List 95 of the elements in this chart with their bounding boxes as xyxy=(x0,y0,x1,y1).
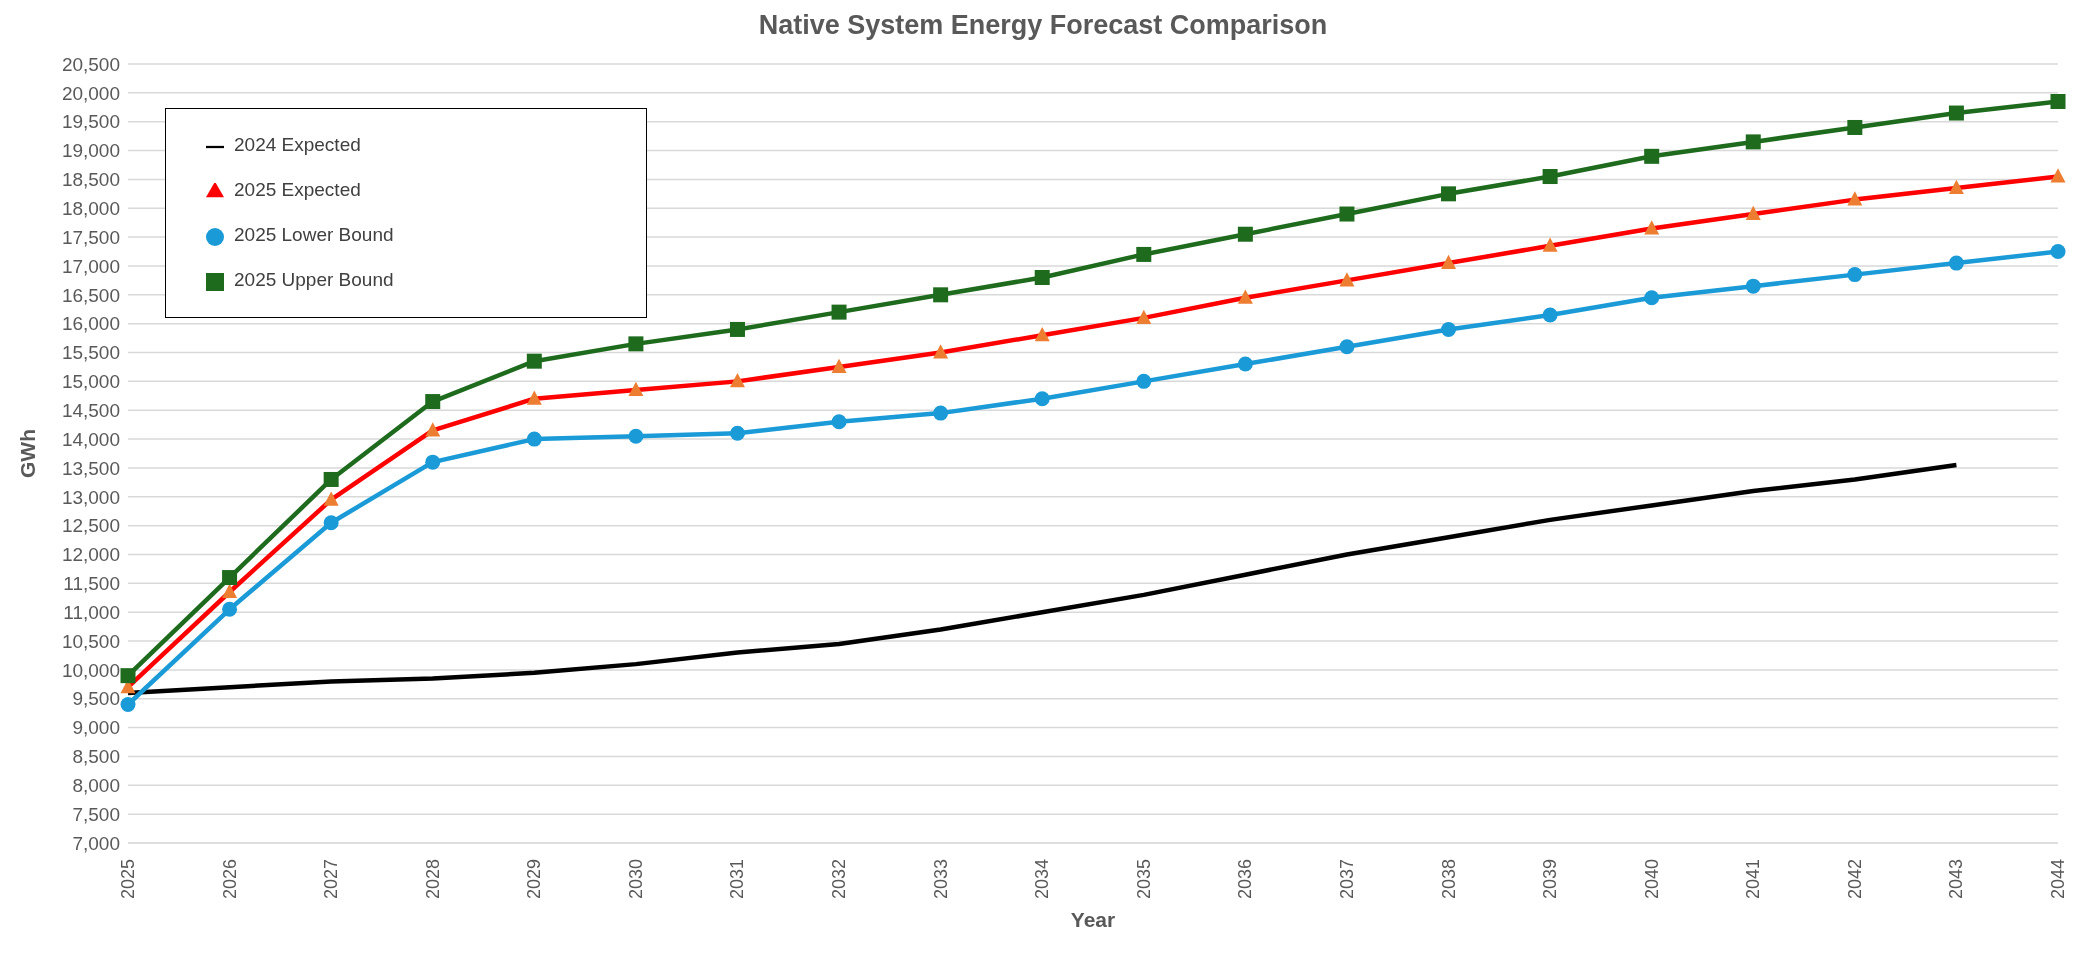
y-tick-label: 17,500 xyxy=(61,226,120,248)
x-tick-label: 2027 xyxy=(321,859,342,900)
y-tick-label: 10,500 xyxy=(61,630,120,652)
x-tick-label: 2032 xyxy=(829,859,850,900)
x-tick-label: 2039 xyxy=(1540,859,1561,900)
y-tick-label: 13,000 xyxy=(61,486,120,508)
point xyxy=(120,697,136,713)
point xyxy=(1542,169,1558,185)
x-tick-label: 2042 xyxy=(1844,859,1865,900)
y-tick-label: 9,000 xyxy=(72,717,120,739)
y-tick-label: 7,500 xyxy=(72,803,120,825)
point xyxy=(1745,278,1761,294)
point xyxy=(1441,186,1457,202)
y-tick-label: 14,500 xyxy=(61,399,120,421)
point xyxy=(1136,373,1152,389)
x-tick-label: 2038 xyxy=(1438,859,1459,900)
y-tick-label: 8,000 xyxy=(72,775,120,797)
y-tick-label: 17,000 xyxy=(61,255,120,277)
point xyxy=(526,431,542,447)
point xyxy=(1237,356,1253,372)
point xyxy=(1136,246,1152,262)
point xyxy=(628,428,644,444)
legend-label: 2024 Expected xyxy=(234,134,361,155)
x-tick-label: 2035 xyxy=(1133,859,1154,900)
y-tick-label: 18,000 xyxy=(61,198,120,219)
y-axis-title: GWh xyxy=(16,429,40,478)
y-tick-label: 11,000 xyxy=(63,601,120,623)
point xyxy=(729,425,745,441)
point xyxy=(1948,255,1964,271)
x-tick-label: 2033 xyxy=(930,859,951,900)
x-tick-label: 2036 xyxy=(1235,859,1256,900)
y-tick-label: 12,000 xyxy=(61,544,120,566)
point xyxy=(526,353,542,369)
x-tick-label: 2044 xyxy=(2048,859,2068,900)
point xyxy=(323,515,339,531)
x-tick-label: 2037 xyxy=(1336,859,1357,900)
y-tick-label: 18,500 xyxy=(61,169,120,191)
y-tick-label: 10,000 xyxy=(61,659,120,681)
y-tick-label: 14,000 xyxy=(61,428,120,450)
point xyxy=(1644,290,1660,306)
x-tick-label: 2040 xyxy=(1641,859,1662,900)
y-tick-label: 11,500 xyxy=(63,573,120,595)
x-tick-label: 2043 xyxy=(1946,859,1967,900)
point xyxy=(1237,226,1253,242)
y-tick-label: 13,500 xyxy=(61,457,120,479)
y-tick-label: 19,500 xyxy=(61,111,120,133)
point xyxy=(1847,119,1863,135)
x-tick-label: 2029 xyxy=(524,859,545,900)
y-tick-label: 15,000 xyxy=(61,371,120,393)
point xyxy=(425,454,441,470)
legend-label: 2025 Expected xyxy=(234,179,361,200)
y-tick-label: 8,500 xyxy=(72,746,120,768)
point xyxy=(1745,134,1761,150)
y-tick-label: 7,000 xyxy=(72,832,120,854)
y-tick-label: 16,000 xyxy=(61,313,120,335)
point xyxy=(831,414,847,430)
legend-label: 2025 Upper Bound xyxy=(234,269,394,290)
point xyxy=(1034,270,1050,285)
x-tick-label: 2030 xyxy=(625,859,646,900)
x-tick-label: 2034 xyxy=(1032,859,1053,900)
y-tick-label: 19,000 xyxy=(61,140,120,162)
point xyxy=(1339,206,1355,222)
x-tick-label: 2026 xyxy=(219,859,240,900)
point xyxy=(1644,148,1660,164)
y-tick-label: 16,500 xyxy=(61,284,120,306)
point xyxy=(1948,105,1964,121)
point xyxy=(1034,391,1050,407)
point xyxy=(2050,244,2066,260)
x-axis-title: Year xyxy=(1070,908,1116,931)
point xyxy=(628,336,644,352)
point xyxy=(120,668,136,684)
point xyxy=(2050,94,2066,110)
point xyxy=(1441,321,1457,337)
y-tick-label: 12,500 xyxy=(61,515,120,537)
point xyxy=(831,304,847,320)
y-tick-label: 9,500 xyxy=(72,688,120,710)
point xyxy=(1542,307,1558,323)
x-tick-label: 2031 xyxy=(727,859,748,900)
chart-title: Native System Energy Forecast Comparison xyxy=(757,10,1329,41)
y-tick-label: 20,000 xyxy=(61,82,120,104)
point xyxy=(1339,339,1355,355)
point xyxy=(933,287,949,303)
x-tick-label: 2041 xyxy=(1743,859,1764,900)
point xyxy=(323,471,339,487)
point xyxy=(933,405,949,421)
x-tick-label: 2028 xyxy=(422,859,443,900)
y-tick-label: 20,500 xyxy=(61,53,120,75)
point xyxy=(1847,267,1863,283)
point xyxy=(729,321,745,337)
point xyxy=(222,570,238,586)
y-tick-label: 15,500 xyxy=(61,342,120,364)
x-tick-label: 2025 xyxy=(118,859,138,900)
point xyxy=(222,601,238,617)
legend-label: 2025 Lower Bound xyxy=(234,224,394,245)
point xyxy=(425,394,441,410)
